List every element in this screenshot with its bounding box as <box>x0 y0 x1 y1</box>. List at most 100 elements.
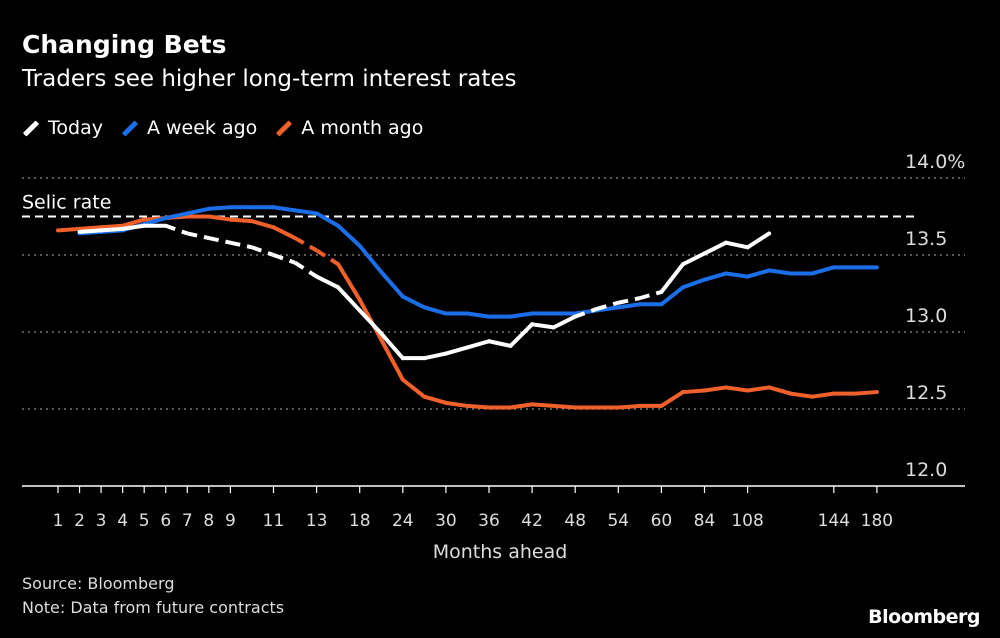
series-segment-a-week-ago <box>314 211 341 228</box>
series-segment-a-month-ago <box>659 390 685 408</box>
series-segment-today <box>357 308 384 336</box>
series-segment-today <box>551 314 578 330</box>
series-segment-today <box>443 345 470 356</box>
x-tick-label: 36 <box>478 511 500 531</box>
series-segment-a-month-ago <box>443 400 470 408</box>
series-segment-a-week-ago <box>810 265 836 276</box>
x-tick-label: 60 <box>651 511 673 531</box>
legend-item-month-ago: A month ago <box>275 117 423 139</box>
chart-title: Changing Bets <box>22 30 227 59</box>
series-segment-a-week-ago <box>465 311 491 319</box>
chart-subtitle: Traders see higher long-term interest ra… <box>22 66 517 92</box>
x-axis-title: Months ahead <box>433 541 568 563</box>
series-segment-a-month-ago <box>206 214 233 222</box>
y-tick-label: 13.0 <box>905 305 947 327</box>
x-tick-label: 144 <box>818 511 850 531</box>
series-segment-a-month-ago <box>271 225 298 241</box>
series-segment-a-week-ago <box>163 211 190 221</box>
series-segment-a-month-ago <box>400 377 427 399</box>
series-segment-a-week-ago <box>422 305 448 316</box>
series-segment-today <box>596 300 619 311</box>
data-note: Note: Data from future contracts <box>22 598 285 617</box>
series-segment-today <box>272 253 296 265</box>
series-segment-a-week-ago <box>357 243 384 274</box>
series-segment-today <box>724 240 750 250</box>
x-tick-label: 6 <box>160 511 171 531</box>
series-segment-today <box>639 290 662 301</box>
series-segment-a-month-ago <box>853 390 879 396</box>
series-segment-a-month-ago <box>702 385 729 393</box>
x-tick-label: 18 <box>349 511 371 531</box>
series-segment-a-month-ago <box>99 223 125 230</box>
x-tick-label: 1 <box>53 511 64 531</box>
y-tick-label: 14.0% <box>905 151 965 173</box>
series-segment-a-month-ago <box>379 337 405 382</box>
x-tick-label: 84 <box>694 511 716 531</box>
series-segment-a-week-ago <box>293 208 319 216</box>
x-tick-label: 9 <box>225 511 236 531</box>
series-segment-a-month-ago <box>508 402 535 410</box>
series-segment-today <box>530 322 556 330</box>
series-segment-a-month-ago <box>294 236 318 253</box>
series-segment-today <box>508 322 535 348</box>
series-segment-today <box>336 285 362 313</box>
series-segment-today <box>422 351 448 361</box>
series-segment-a-month-ago <box>767 385 793 396</box>
x-tick-label: 13 <box>306 511 328 531</box>
series-segment-a-month-ago <box>530 402 556 408</box>
series-segment-today <box>186 231 210 241</box>
series-segment-a-month-ago <box>724 385 750 393</box>
series-segment-today <box>659 262 685 294</box>
series-segment-today <box>745 231 772 250</box>
bloomberg-logo: Bloomberg <box>868 606 980 628</box>
series-segment-a-week-ago <box>185 206 211 216</box>
series-segment-a-week-ago <box>206 205 233 211</box>
series-segment-today <box>617 296 641 305</box>
legend-label: A month ago <box>301 117 424 139</box>
x-tick-label: 48 <box>564 511 586 531</box>
series-segment-a-week-ago <box>767 268 793 276</box>
series-segment-today <box>77 228 104 234</box>
x-tick-label: 42 <box>521 511 543 531</box>
x-tick-label: 54 <box>607 511 629 531</box>
x-tick-label: 11 <box>263 511 285 531</box>
series-segment-today <box>702 240 729 256</box>
series-segment-today <box>293 261 318 279</box>
series-segment-a-month-ago <box>551 403 578 410</box>
series-segment-a-month-ago <box>465 403 491 410</box>
x-tick-label: 8 <box>203 511 214 531</box>
source-note: Source: Bloomberg <box>22 574 175 593</box>
series-segment-a-month-ago <box>120 217 147 228</box>
x-tick-label: 4 <box>117 511 128 531</box>
series-segment-a-week-ago <box>142 216 168 227</box>
legend-item-week-ago: A week ago <box>121 117 257 139</box>
x-tick-label: 24 <box>392 511 414 531</box>
series-segment-a-week-ago <box>616 302 642 310</box>
series-segment-a-month-ago <box>616 403 642 410</box>
series-segment-a-month-ago <box>336 262 362 302</box>
series-segment-a-month-ago <box>680 388 707 395</box>
y-tick-label: 12.5 <box>905 382 947 404</box>
series-segment-today <box>208 236 231 245</box>
series-segment-today <box>314 274 341 290</box>
x-tick-label: 108 <box>731 511 763 531</box>
series-segment-a-week-ago <box>400 294 427 310</box>
series-segment-a-week-ago <box>336 223 362 248</box>
series-segment-a-week-ago <box>724 271 750 279</box>
series-segment-a-week-ago <box>379 269 405 299</box>
series-segment-today <box>465 339 491 350</box>
y-tick-label: 12.0 <box>905 459 947 481</box>
x-tick-label: 5 <box>139 511 150 531</box>
x-tick-label: 180 <box>861 511 893 531</box>
x-tick-label: 2 <box>74 511 85 531</box>
series-segment-a-week-ago <box>745 268 772 279</box>
series-segment-today <box>574 307 598 319</box>
series-segment-today <box>251 245 275 257</box>
series-segment-a-month-ago <box>788 391 815 399</box>
series-segment-a-week-ago <box>659 285 685 307</box>
series-segment-a-week-ago <box>680 277 707 290</box>
series-segment-a-week-ago <box>271 205 298 213</box>
x-tick-label: 3 <box>96 511 107 531</box>
legend-item-today: Today <box>22 117 103 139</box>
